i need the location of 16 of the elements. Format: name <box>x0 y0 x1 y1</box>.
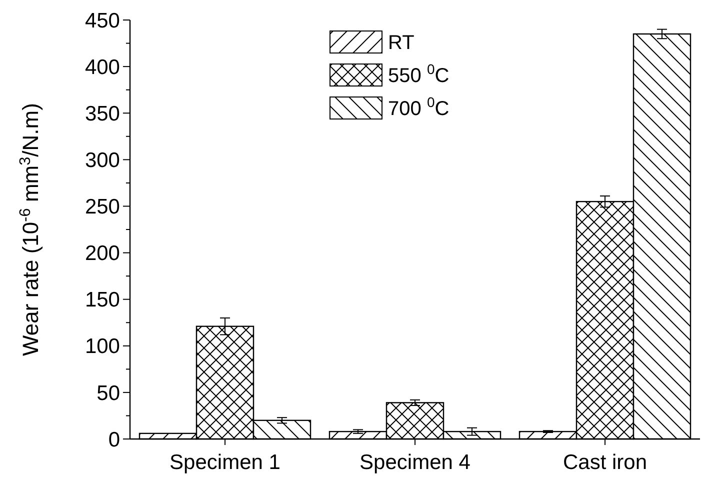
y-tick-label: 350 <box>84 102 120 126</box>
x-tick-label: Specimen 1 <box>170 451 280 474</box>
y-tick-label: 400 <box>84 56 120 79</box>
legend-label: RT <box>388 32 414 54</box>
x-tick-label: Cast iron <box>562 451 648 474</box>
y-tick-label: 50 <box>96 382 120 405</box>
y-tick-label: 300 <box>84 149 120 172</box>
y-tick-label: 200 <box>84 242 120 266</box>
y-tick-label: 250 <box>84 196 120 219</box>
y-tick-label: 450 <box>84 9 120 32</box>
y-tick-label: 0 <box>108 428 120 452</box>
legend-label: 700 $^{0}$C <box>388 94 450 120</box>
legend-label: 550 $^{0}$C <box>388 61 450 87</box>
x-tick-label: Specimen 4 <box>360 451 471 474</box>
y-tick-label: 150 <box>84 288 120 312</box>
y-tick-label: 100 <box>84 335 120 358</box>
